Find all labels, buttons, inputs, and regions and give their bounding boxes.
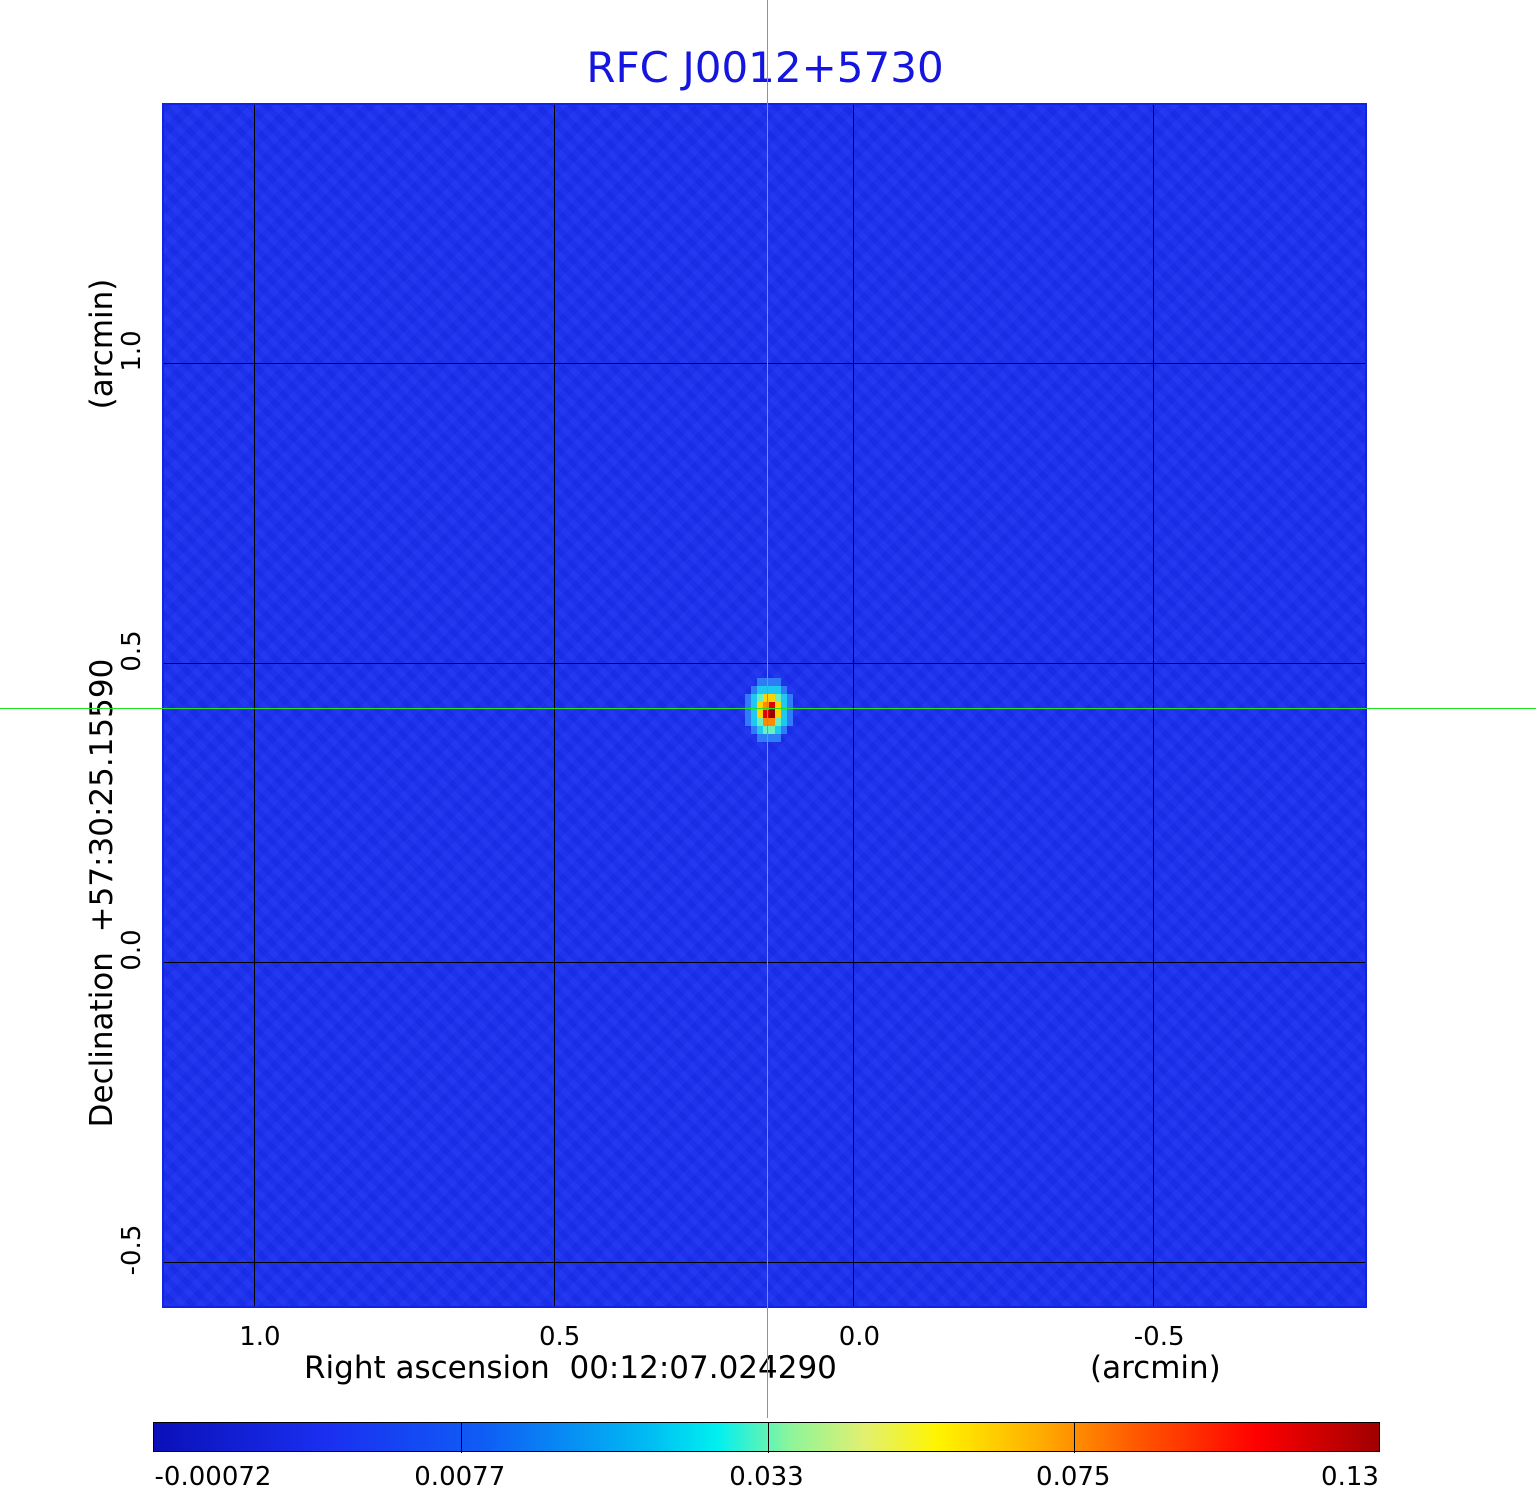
grid-line-x: [254, 105, 255, 1306]
colorbar-tick: [1074, 1423, 1075, 1453]
crosshair-vertical: [767, 0, 768, 1418]
x-tick-label: 1.0: [239, 1322, 281, 1352]
y-tick-label: -0.5: [117, 1224, 147, 1276]
colorbar-tick-label: 0.0077: [414, 1462, 506, 1492]
grid-line-x: [554, 105, 555, 1306]
grid-line-y: [164, 663, 1365, 664]
x-axis-label: Right ascension 00:12:07.024290: [304, 1350, 837, 1386]
crosshair-horizontal: [0, 708, 1536, 709]
colorbar-tick-label: 0.13: [1321, 1462, 1379, 1492]
colorbar-tick-label: 0.075: [1036, 1462, 1111, 1492]
colorbar-tick-label: 0.033: [729, 1462, 804, 1492]
colorbar: [153, 1422, 1380, 1453]
colorbar-tick: [461, 1423, 462, 1453]
x-axis-unit: (arcmin): [1090, 1350, 1221, 1386]
grid-line-y: [164, 1262, 1365, 1263]
x-tick-label: 0.5: [538, 1322, 581, 1352]
grid-line-x: [1153, 105, 1154, 1306]
y-tick-label: 1.0: [117, 330, 147, 372]
y-axis-label: Declination +57:30:25.15590: [84, 658, 120, 1128]
chart-title: RFC J0012+5730: [586, 43, 944, 92]
colorbar-tick-label: -0.00072: [154, 1462, 272, 1492]
x-tick-label: 0.0: [838, 1322, 881, 1352]
y-axis-unit: (arcmin): [84, 278, 120, 410]
image-plot-area: [162, 103, 1367, 1308]
grid-line-y: [164, 962, 1365, 963]
y-tick-label: 0.5: [117, 629, 147, 672]
y-tick-label: 0.0: [117, 929, 147, 971]
grid-line-y: [164, 363, 1365, 364]
colorbar-tick: [768, 1423, 769, 1453]
grid-line-x: [853, 105, 854, 1306]
x-tick-label: -0.5: [1133, 1322, 1185, 1352]
